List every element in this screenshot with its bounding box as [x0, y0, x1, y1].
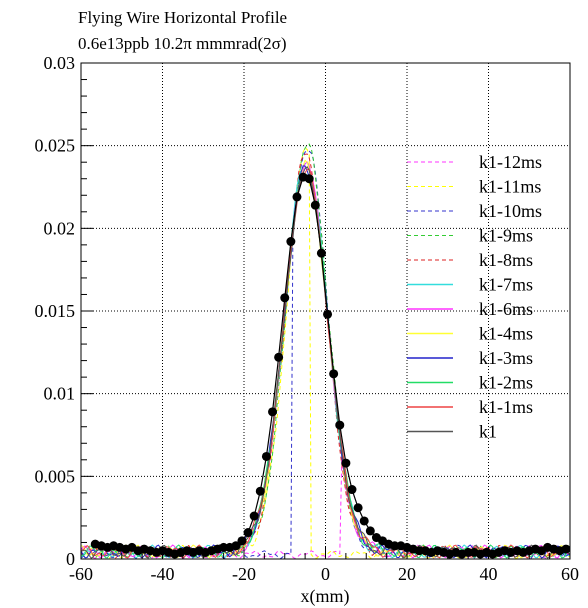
chart-subtitle: 0.6e13ppb 10.2π mmmrad(2σ) [78, 34, 287, 53]
x-tick-label: 0 [321, 564, 330, 584]
data-point [316, 248, 326, 258]
chart-title: Flying Wire Horizontal Profile [78, 8, 288, 27]
data-point [231, 541, 241, 551]
legend-label: k1-8ms [479, 250, 533, 270]
x-axis-label: x(mm) [301, 586, 350, 607]
legend-label: k1-3ms [479, 348, 533, 368]
x-tick-label: 20 [398, 564, 416, 584]
axes: -60 -40 -20 0 20 40 60 0 0.005 0.01 0.015 0.02 0.025… [35, 53, 580, 584]
data-point [347, 485, 357, 495]
legend: k1-12ms k1-11ms k1-10ms k1-9ms k1-8ms k1-7ms k… [407, 152, 542, 442]
data-point [365, 526, 375, 536]
data-point [329, 369, 339, 379]
data-point [323, 309, 333, 319]
y-tick-label: 0.005 [35, 466, 76, 486]
x-tick-label: -40 [151, 564, 175, 584]
x-tick-label: 60 [561, 564, 579, 584]
legend-label: k1-4ms [479, 324, 533, 344]
data-point [286, 237, 296, 247]
data-point [310, 200, 320, 210]
data-point [249, 511, 259, 521]
y-tick-label: 0.025 [35, 136, 76, 156]
legend-label: k1-10ms [479, 201, 542, 221]
y-tick-label: 0.015 [35, 301, 76, 321]
data-point [341, 458, 351, 468]
data-point [255, 486, 265, 496]
data-point [335, 420, 345, 430]
y-tick-label: 0.03 [44, 53, 76, 73]
data-point [261, 451, 271, 461]
data-point [304, 174, 314, 184]
data-point [292, 192, 302, 202]
grid [81, 63, 570, 559]
legend-label: k1 [479, 422, 497, 442]
y-tick-label: 0.02 [44, 218, 76, 238]
legend-label: k1-12ms [479, 152, 542, 172]
data-point [353, 503, 363, 513]
legend-label: k1-7ms [479, 275, 533, 295]
data-points [90, 172, 571, 559]
data-point [243, 528, 253, 538]
data-point [561, 544, 571, 554]
legend-label: k1-9ms [479, 226, 533, 246]
x-tick-label: -20 [232, 564, 256, 584]
data-point [280, 293, 290, 303]
data-point [359, 516, 369, 526]
legend-label: k1-1ms [479, 397, 533, 417]
y-tick-label: 0.01 [44, 384, 76, 404]
legend-label: k1-2ms [479, 373, 533, 393]
legend-label: k1-11ms [479, 177, 541, 197]
data-point [274, 352, 284, 362]
legend-label: k1-6ms [479, 299, 533, 319]
x-tick-label: 40 [480, 564, 498, 584]
y-tick-label: 0 [66, 549, 75, 569]
x-tick-label: -60 [69, 564, 93, 584]
data-point [237, 536, 247, 546]
data-point [268, 407, 278, 417]
